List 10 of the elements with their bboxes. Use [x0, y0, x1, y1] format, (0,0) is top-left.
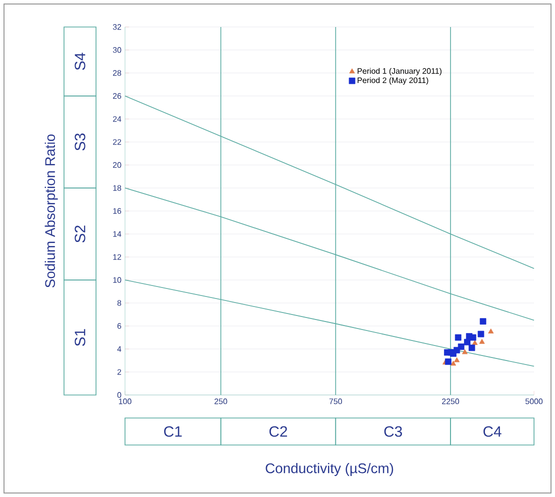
y-axis-title: Sodium Absorption Ratio: [44, 134, 58, 288]
text: C4: [483, 426, 502, 437]
text: S3: [74, 134, 86, 150]
text: S2: [74, 226, 86, 242]
text: S4: [74, 52, 86, 70]
x-axis-title: Conductivity (µS/cm): [266, 462, 394, 476]
text: C2: [269, 426, 288, 437]
text: C3: [384, 426, 402, 437]
text: C1: [164, 426, 182, 437]
text: S1: [74, 329, 86, 346]
